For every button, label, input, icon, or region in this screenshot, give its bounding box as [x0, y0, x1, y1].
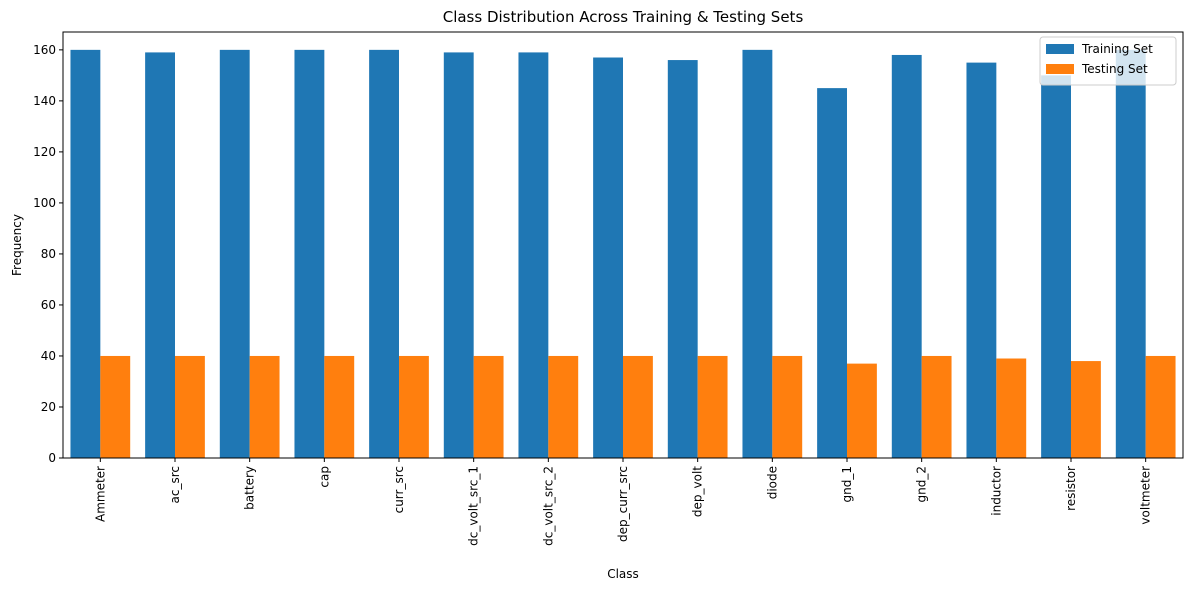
training-bar-resistor [1041, 75, 1071, 459]
testing-bar-dc_volt_src_2 [548, 355, 579, 458]
training-bar-dep_volt [667, 60, 698, 459]
training-bar-ac_src [145, 52, 175, 458]
x-tick-label: inductor [989, 466, 1003, 516]
testing-bar-battery [249, 355, 280, 458]
training-bar-cap [294, 49, 325, 459]
training-bar-dc_volt_src_1 [443, 52, 474, 458]
x-tick-label: cap [317, 466, 331, 488]
y-tick-label: 0 [48, 451, 56, 465]
testing-bar-gnd_2 [921, 355, 952, 458]
testing-bar-Ammeter [100, 355, 131, 458]
x-tick-label: ac_src [168, 466, 182, 503]
x-tick-label: dc_volt_src_1 [467, 466, 481, 546]
legend-swatch [1046, 64, 1074, 74]
training-bar-battery [219, 49, 250, 459]
testing-bar-dep_curr_src [623, 355, 653, 458]
y-tick-label: 40 [41, 349, 56, 363]
testing-bar-cap [324, 355, 355, 458]
x-tick-label: dc_volt_src_2 [541, 466, 555, 546]
testing-bar-gnd_1 [847, 363, 877, 458]
training-bar-gnd_1 [817, 88, 847, 459]
x-tick-label: voltmeter [1139, 466, 1153, 525]
y-tick-label: 80 [41, 247, 56, 261]
testing-bar-inductor [996, 358, 1027, 458]
testing-bar-dep_volt [697, 355, 728, 458]
training-bar-inductor [966, 62, 997, 459]
testing-bar-voltmeter [1145, 355, 1176, 458]
y-axis-label: Frequency [10, 214, 24, 276]
legend-label: Testing Set [1081, 62, 1148, 76]
x-tick-label: curr_src [392, 466, 406, 513]
training-bar-dc_volt_src_2 [518, 52, 549, 458]
testing-bar-ac_src [175, 355, 205, 458]
y-tick-label: 120 [33, 145, 56, 159]
y-tick-label: 20 [41, 400, 56, 414]
training-bar-dep_curr_src [593, 57, 623, 458]
x-tick-label: battery [243, 466, 257, 510]
testing-bar-resistor [1071, 361, 1101, 458]
chart-title: Class Distribution Across Training & Tes… [443, 8, 804, 26]
x-tick-label: diode [765, 466, 779, 499]
testing-bar-diode [772, 355, 803, 458]
y-tick-label: 60 [41, 298, 56, 312]
training-bar-curr_src [369, 49, 399, 459]
training-bar-Ammeter [70, 49, 101, 459]
legend-label: Training Set [1081, 42, 1153, 56]
y-tick-label: 100 [33, 196, 56, 210]
y-tick-label: 160 [33, 43, 56, 57]
x-tick-label: Ammeter [93, 466, 107, 522]
legend: Training Set Testing Set [1039, 36, 1177, 86]
testing-bar-dc_volt_src_1 [473, 355, 504, 458]
x-tick-label: dep_volt [691, 466, 705, 517]
x-tick-label: dep_curr_src [616, 466, 630, 542]
x-tick-label: resistor [1064, 466, 1078, 511]
x-axis-label: Class [607, 567, 639, 581]
legend-swatch [1046, 44, 1074, 54]
x-tick-label: gnd_1 [840, 466, 854, 502]
x-tick-label: gnd_2 [915, 466, 929, 502]
testing-bar-curr_src [399, 355, 429, 458]
training-bar-voltmeter [1115, 49, 1146, 459]
x-axis: Ammeter ac_src battery cap curr_src dc_volt_s… [93, 458, 1153, 546]
training-bar-gnd_2 [891, 54, 922, 459]
y-tick-label: 140 [33, 94, 56, 108]
y-axis: 0 20 40 60 80 100 120 140 160 [33, 43, 63, 465]
training-bar-diode [742, 49, 773, 459]
plot-area [62, 31, 1184, 459]
